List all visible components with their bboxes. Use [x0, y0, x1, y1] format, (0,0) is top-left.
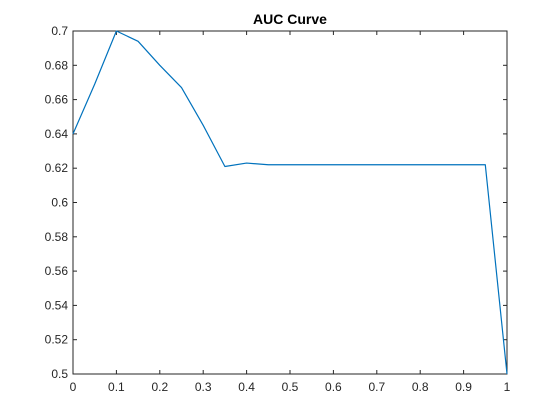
y-tick-label: 0.64 [45, 127, 69, 141]
y-tick-label: 0.66 [45, 93, 69, 107]
x-tick-label: 0.6 [325, 380, 342, 394]
y-tick-label: 0.56 [45, 264, 69, 278]
x-tick-label: 0 [70, 380, 77, 394]
x-tick-label: 0.4 [238, 380, 255, 394]
x-tick-label: 0.5 [282, 380, 299, 394]
y-tick-label: 0.58 [45, 230, 69, 244]
y-tick-label: 0.62 [45, 161, 69, 175]
y-tick-label: 0.6 [51, 196, 68, 210]
y-tick-label: 0.5 [51, 367, 68, 381]
y-tick-label: 0.54 [45, 298, 69, 312]
x-tick-label: 0.1 [108, 380, 125, 394]
x-tick-label: 0.2 [151, 380, 168, 394]
x-tick-label: 0.9 [455, 380, 472, 394]
x-tick-label: 0.7 [368, 380, 385, 394]
y-tick-label: 0.7 [51, 24, 68, 38]
axes-box [73, 31, 507, 374]
y-tick-label: 0.68 [45, 58, 69, 72]
plot-area [73, 31, 507, 374]
x-tick-label: 0.8 [412, 380, 429, 394]
chart-title: AUC Curve [253, 11, 327, 27]
x-tick-label: 0.3 [195, 380, 212, 394]
x-tick-label: 1 [504, 380, 511, 394]
y-tick-label: 0.52 [45, 333, 69, 347]
